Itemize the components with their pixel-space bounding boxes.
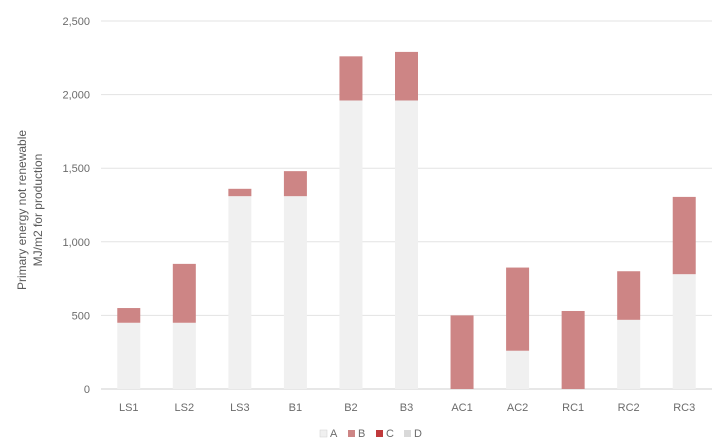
- bar-segment-b: [617, 271, 641, 320]
- bar-segment-b: [283, 171, 307, 197]
- y-axis-tick-labels: 0 500 1,000 1,500 2,000 2,500: [62, 16, 90, 396]
- x-tick-label: RC3: [673, 402, 695, 414]
- y-axis-title-line: MJ/m2 for production: [31, 154, 45, 267]
- bar-segment-b: [339, 56, 363, 101]
- x-tick-label: RC1: [562, 402, 584, 414]
- y-tick-label: 0: [84, 384, 90, 396]
- bar-segment-a: [506, 350, 530, 389]
- bar-segment-a: [617, 319, 641, 389]
- x-tick-label: RC2: [618, 402, 640, 414]
- x-tick-label: LS1: [119, 402, 139, 414]
- y-tick-label: 2,500: [62, 16, 90, 28]
- legend-item-b: B: [348, 428, 365, 440]
- bar-segment-b: [395, 51, 418, 101]
- x-tick-label: B3: [400, 402, 413, 414]
- y-tick-label: 2,000: [62, 90, 90, 102]
- legend-swatch: [376, 430, 383, 437]
- bar-segment-a: [172, 322, 196, 389]
- bar-segment-b: [561, 310, 585, 389]
- bar-segment-a: [283, 196, 307, 389]
- legend-label: C: [386, 428, 394, 440]
- legend-swatch: [348, 430, 355, 437]
- bar-segment-a: [339, 100, 363, 389]
- x-tick-label: LS2: [175, 402, 195, 414]
- x-tick-label: LS3: [230, 402, 250, 414]
- legend-label: D: [414, 428, 422, 440]
- bar-segment-b: [117, 308, 141, 323]
- legend-swatch: [404, 430, 411, 437]
- bar-segment-b: [228, 188, 252, 197]
- x-tick-label: AC1: [451, 402, 472, 414]
- legend-item-d: D: [404, 428, 422, 440]
- legend-label: A: [330, 428, 338, 440]
- bar-segment-a: [395, 100, 418, 389]
- y-tick-label: 500: [72, 310, 90, 322]
- bar-segment-b: [450, 315, 474, 389]
- y-tick-label: 1,000: [62, 237, 90, 249]
- bar-segment-a: [228, 196, 252, 389]
- bar-segment-b: [506, 267, 530, 351]
- bar-segment-a: [672, 274, 696, 389]
- y-tick-label: 1,500: [62, 163, 90, 175]
- bar-segment-b: [672, 196, 696, 275]
- legend-label: B: [358, 428, 365, 440]
- y-axis-title-line: Primary energy not renewable: [15, 130, 29, 290]
- legend-item-c: C: [376, 428, 394, 440]
- x-tick-label: AC2: [507, 402, 528, 414]
- bar-segment-a: [117, 322, 141, 389]
- x-tick-label: B2: [344, 402, 357, 414]
- legend-swatch: [319, 429, 328, 438]
- legend: A B C D: [319, 428, 422, 440]
- bar-segment-b: [172, 263, 196, 323]
- bars: [117, 51, 696, 389]
- legend-item-a: A: [319, 428, 338, 440]
- x-axis-tick-labels: LS1 LS2 LS3 B1 B2 B3 AC1 AC2 RC1 RC2 RC3: [119, 402, 695, 414]
- y-axis-title: Primary energy not renewable MJ/m2 for pr…: [15, 130, 45, 290]
- x-tick-label: B1: [289, 402, 302, 414]
